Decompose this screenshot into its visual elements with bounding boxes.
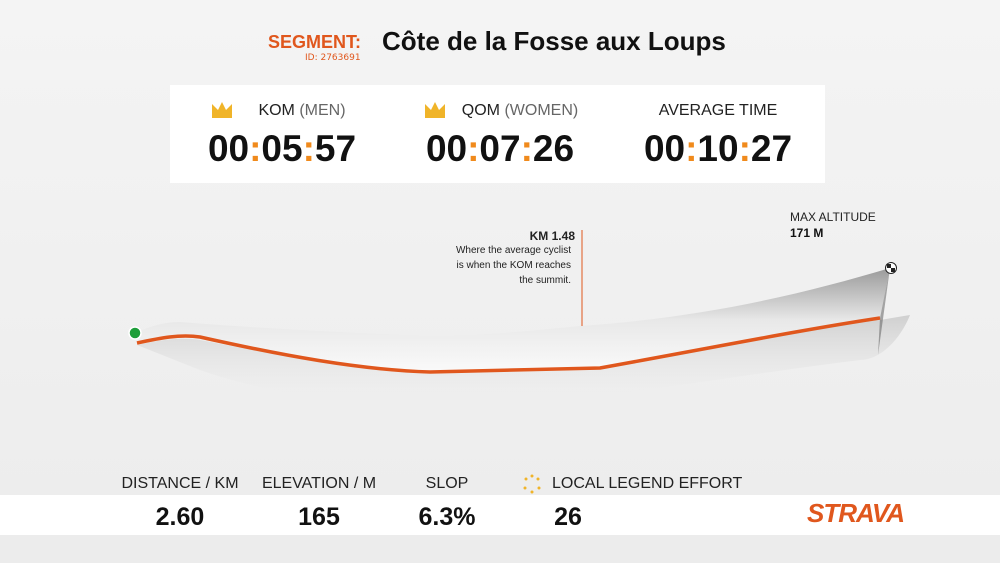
profile-body xyxy=(135,268,890,372)
stats-band xyxy=(0,495,1000,535)
route-line xyxy=(136,316,881,374)
record-time: 00:07:26 xyxy=(390,128,610,170)
time-char: 5 xyxy=(282,128,303,169)
annotation-title: KM 1.48 xyxy=(529,229,575,243)
max-altitude-value: 171 M xyxy=(790,226,824,240)
time-char: 0 xyxy=(479,128,500,169)
time-char: : xyxy=(685,128,698,169)
time-char: 1 xyxy=(697,128,718,169)
profile-shadow xyxy=(137,315,910,408)
record-label: AVERAGE TIME xyxy=(608,102,828,120)
time-char: 0 xyxy=(228,128,250,169)
time-char: 2 xyxy=(750,128,772,169)
annotation-text: is when the KOM reaches xyxy=(456,260,572,271)
time-char: 0 xyxy=(664,128,686,169)
time-char: 0 xyxy=(425,128,447,169)
time-char: 0 xyxy=(261,128,282,169)
stat-value: 6.3% xyxy=(418,503,476,531)
time-char: 2 xyxy=(532,128,554,169)
record-time: 00:10:27 xyxy=(608,128,828,170)
stat-label: LOCAL LEGEND EFFORT xyxy=(552,475,743,492)
time-char: 5 xyxy=(314,128,336,169)
time-char: 0 xyxy=(207,128,229,169)
stat-value: 2.60 xyxy=(155,503,205,531)
time-char: 0 xyxy=(446,128,468,169)
record-time: 00:05:57 xyxy=(172,128,392,170)
segment-label: SEGMENT: xyxy=(268,32,362,52)
time-char: : xyxy=(520,128,533,169)
profile-edge xyxy=(878,268,890,355)
segment-title: Côte de la Fosse aux Loups xyxy=(382,26,726,56)
legend-icon xyxy=(523,474,541,494)
time-char: : xyxy=(249,128,262,169)
max-altitude-label: MAX ALTITUDE xyxy=(790,210,876,224)
start-marker xyxy=(128,326,142,340)
record-label: KOM (MEN) xyxy=(172,102,392,120)
records-panel xyxy=(170,85,825,183)
stat-label: ELEVATION / M xyxy=(261,475,377,492)
stat-value: 26 xyxy=(554,503,582,531)
time-char: 7 xyxy=(335,128,357,169)
time-char: : xyxy=(467,128,480,169)
time-char: 0 xyxy=(643,128,665,169)
record-label: QOM (WOMEN) xyxy=(390,102,610,120)
time-char: 7 xyxy=(771,128,793,169)
record-name: QOM xyxy=(461,102,500,119)
record-qualifier: (WOMEN) xyxy=(504,102,579,119)
stat-value: 165 xyxy=(298,503,340,531)
finish-flag xyxy=(885,262,897,274)
annotation-text: Where the average cyclist xyxy=(455,245,571,256)
segment-id: ID: 2763691 xyxy=(305,53,361,63)
time-char: : xyxy=(302,128,315,169)
record-qualifier: (MEN) xyxy=(299,102,346,119)
record-name: AVERAGE TIME xyxy=(658,102,778,119)
time-char: 6 xyxy=(553,128,575,169)
logo: STRAVA xyxy=(807,498,905,528)
crown-icons xyxy=(212,102,445,118)
time-char: 7 xyxy=(500,128,521,169)
stat-label: SLOP xyxy=(425,475,469,492)
time-char: : xyxy=(738,128,751,169)
record-name: KOM xyxy=(258,102,295,119)
time-char: 0 xyxy=(718,128,739,169)
stat-label: DISTANCE / KM xyxy=(121,475,239,492)
annotation-text: the summit. xyxy=(519,275,571,286)
